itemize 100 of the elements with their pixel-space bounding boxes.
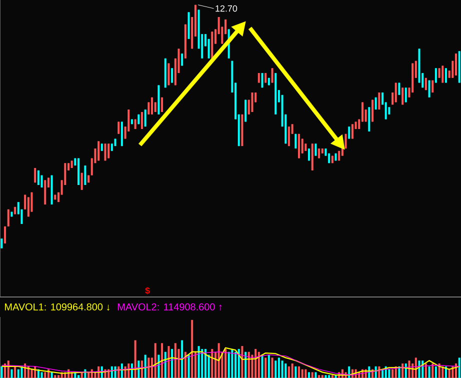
candlestick — [264, 72, 267, 84]
text: MAVOL1: 109964.800 ↓ — [5, 303, 110, 311]
candlestick — [4, 226, 6, 244]
bar — [294, 366, 297, 378]
candlestick — [271, 68, 274, 84]
candlestick — [378, 92, 380, 110]
bar — [30, 369, 33, 378]
bar — [188, 354, 190, 378]
bar — [388, 369, 390, 378]
candlestick — [27, 196, 30, 218]
bar — [14, 366, 16, 378]
bar — [298, 366, 300, 378]
bar — [140, 360, 143, 378]
candlestick — [261, 72, 264, 88]
candlestick — [80, 172, 83, 190]
candlestick — [294, 134, 297, 149]
bar — [218, 343, 220, 378]
candlestick — [258, 72, 260, 84]
candlestick — [314, 143, 317, 156]
bar — [271, 358, 274, 378]
candlestick — [154, 102, 156, 112]
candlestick — [118, 121, 120, 134]
bar — [134, 340, 136, 378]
bar — [281, 360, 284, 378]
candlestick — [0, 238, 3, 249]
candlestick — [151, 97, 154, 115]
bar — [224, 348, 226, 378]
candlestick — [402, 87, 404, 106]
bar — [154, 343, 156, 378]
candlestick — [301, 138, 304, 154]
bar — [328, 375, 330, 378]
bar — [10, 369, 13, 378]
bar — [458, 358, 460, 378]
bar — [348, 366, 350, 378]
candlestick — [348, 126, 350, 140]
candlestick — [434, 68, 437, 84]
text: MAVOL2: 114908.600 ↑ — [118, 303, 222, 311]
bar — [291, 363, 294, 378]
candlestick — [398, 82, 400, 96]
bar — [124, 366, 126, 378]
bar — [204, 348, 206, 378]
bar — [17, 369, 20, 378]
bar — [191, 320, 194, 378]
candlestick — [30, 192, 33, 212]
bar — [228, 352, 230, 378]
bar — [198, 346, 200, 378]
bar — [261, 354, 264, 378]
text: $ — [145, 286, 150, 294]
bar — [258, 352, 260, 378]
candlestick — [428, 80, 430, 98]
bar — [158, 354, 160, 378]
bar — [404, 363, 407, 378]
candlestick — [251, 92, 254, 112]
bar — [331, 375, 334, 378]
candlestick — [351, 124, 354, 140]
annotation: 12.70 — [216, 5, 238, 12]
candlestick — [108, 143, 110, 159]
bar — [40, 372, 43, 378]
bar — [50, 372, 53, 378]
candlestick — [104, 143, 106, 162]
bar — [238, 348, 240, 378]
bar — [274, 360, 277, 378]
bar — [171, 348, 174, 378]
bar — [244, 352, 247, 378]
candlestick — [148, 102, 150, 115]
bar — [211, 348, 214, 378]
bar — [284, 363, 287, 378]
bar — [234, 352, 237, 378]
bar — [144, 354, 146, 378]
bar — [231, 348, 234, 378]
bar — [301, 369, 304, 378]
bar — [128, 363, 130, 378]
candlestick — [171, 68, 174, 84]
bar — [168, 346, 170, 378]
candlestick — [454, 53, 457, 76]
bar — [241, 346, 244, 378]
bar — [321, 375, 324, 378]
bar — [288, 366, 290, 378]
bar — [44, 372, 46, 378]
bar — [78, 375, 80, 378]
candlestick — [444, 68, 447, 84]
candlestick — [288, 126, 290, 146]
bar — [254, 348, 257, 378]
bar — [184, 352, 186, 378]
bar — [278, 358, 280, 378]
bar — [148, 358, 150, 378]
candlestick — [40, 174, 43, 188]
bar — [161, 343, 164, 378]
bar — [264, 358, 267, 378]
bar — [304, 369, 307, 378]
candlestick — [442, 65, 444, 84]
candlestick — [84, 165, 86, 186]
bar — [434, 366, 437, 378]
bar — [181, 340, 184, 378]
bar — [432, 363, 434, 378]
bar — [314, 372, 317, 378]
bar — [402, 363, 404, 378]
bar — [392, 369, 394, 378]
bar — [448, 369, 450, 378]
candlestick — [7, 209, 10, 227]
